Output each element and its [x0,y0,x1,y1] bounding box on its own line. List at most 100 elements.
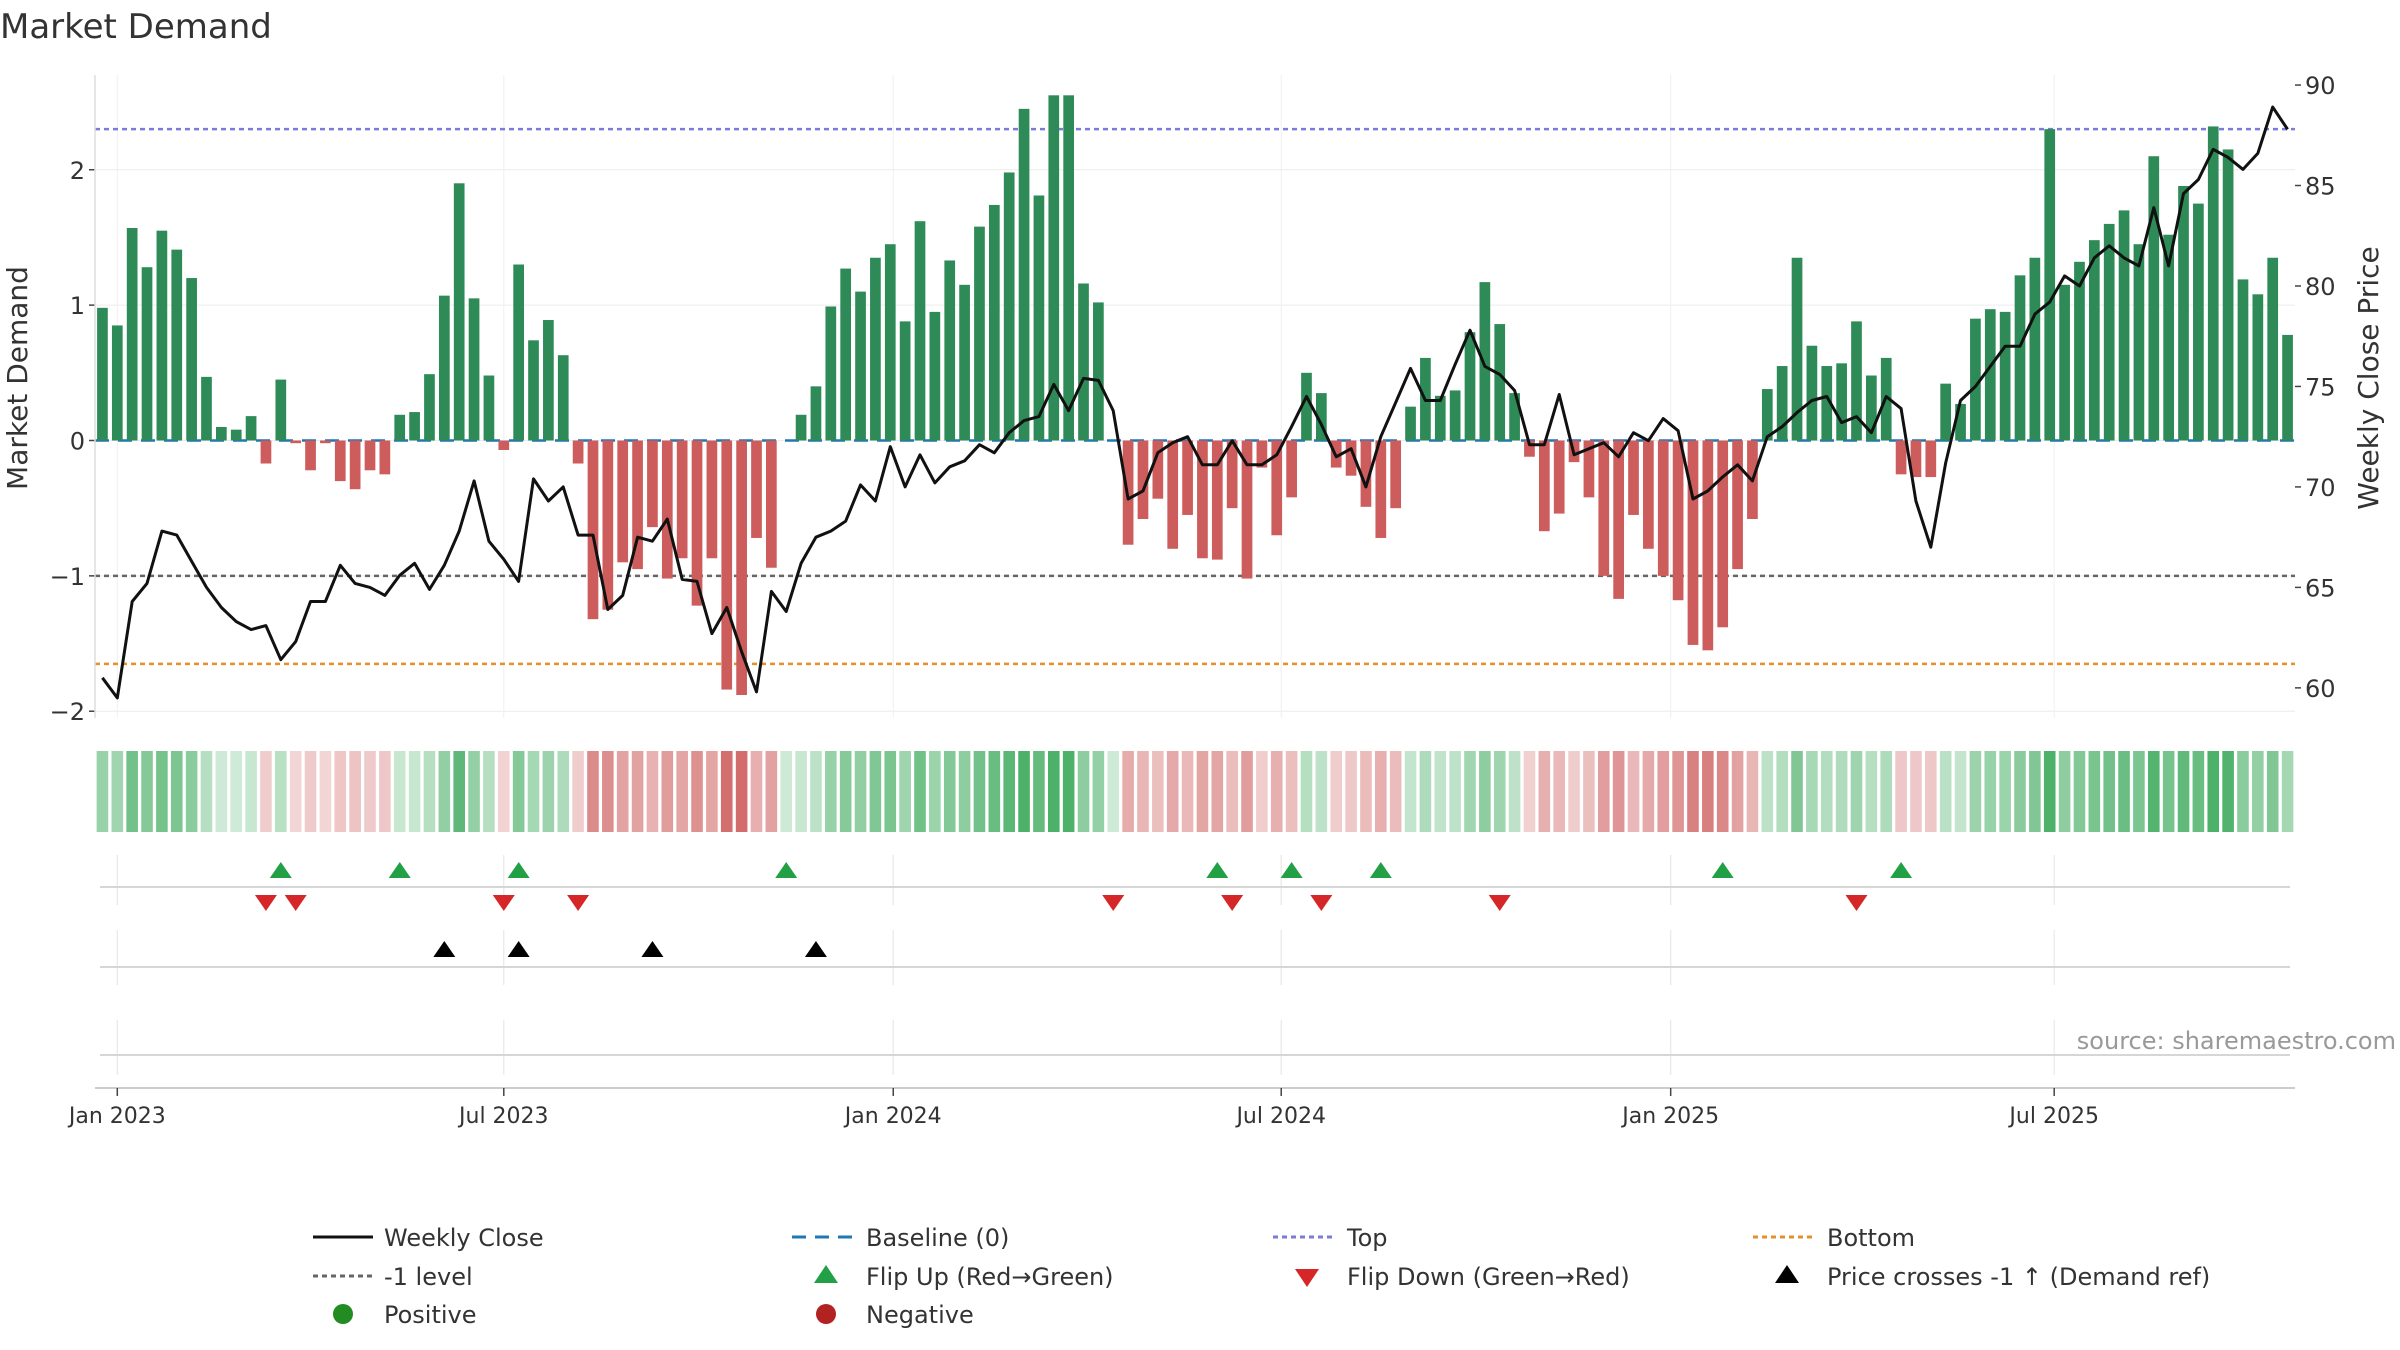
demand-bar-negative [364,440,376,471]
flip-up-marker [507,862,530,878]
strip-cell [616,751,629,832]
y-right-tick-label: 75 [2305,373,2336,401]
strip-cell [899,751,911,832]
demand-bar-negative [1672,440,1684,601]
strip-cell [958,751,971,832]
demand-bar-positive [1063,95,1074,441]
demand-bar-positive [1955,403,1966,441]
strip-cell [810,751,822,832]
demand-bar-negative [1553,440,1565,514]
y-right-tick-label: 85 [2305,173,2336,201]
demand-bar-negative [1524,440,1535,457]
strip-cell [230,751,243,832]
demand-bar-positive [825,306,837,441]
strip-cell [988,751,1001,832]
strip-cell [1493,751,1506,832]
demand-bar-negative [1702,440,1714,651]
strip-cell [1241,751,1253,832]
strip-cell [2252,751,2264,832]
strip-cell [2058,751,2071,832]
strip-cell [1835,751,1848,832]
flip-up-marker [1711,862,1734,878]
strip-cell [1196,751,1209,832]
demand-bar-positive [1821,366,1833,441]
x-tick-label: Jan 2024 [843,1104,942,1129]
demand-bar-negative [1717,440,1729,628]
demand-bar-positive [275,379,287,441]
demand-bar-positive [1464,332,1476,441]
strip-cell [2147,751,2160,832]
strip-cell [1820,751,1833,832]
strip-cell [2088,751,2101,832]
demand-bar-positive [1078,283,1089,441]
demand-bar-positive [2178,186,2189,441]
source-label: source: sharemaestro.com [2077,1027,2396,1055]
demand-bar-positive [2014,275,2026,441]
strip-cell [1122,751,1134,832]
strip-cell [156,751,168,832]
strip-cell [1404,751,1417,832]
y-left-tick-label: −1 [50,563,85,591]
y-left-tick-label: −2 [50,698,85,726]
demand-bar-negative [1345,440,1357,476]
demand-bar-positive [438,295,450,441]
strip-cell [111,751,124,832]
demand-bar-positive [2222,149,2234,441]
strip-cell [1389,751,1402,832]
flip-down-marker [1845,895,1868,911]
demand-bar-negative [1137,440,1149,520]
demand-bar-negative [661,440,673,579]
strip-cell [141,751,153,832]
strip-cell [661,751,674,832]
strip-cell [1939,751,1952,832]
strip-cell [1627,751,1640,832]
y-left-tick-label: 2 [70,157,85,185]
strip-cell [1568,751,1580,832]
demand-bar-negative [647,440,658,528]
demand-bar-positive [2282,334,2293,441]
strip-cell [1003,751,1015,832]
demand-bar-positive [929,311,941,441]
strip-cell [2177,751,2190,832]
demand-bar-positive [126,227,138,441]
demand-bar-negative [1598,440,1610,576]
demand-bar-negative [1241,440,1253,579]
legend-flip-up: Flip Up (Red→Green) [866,1263,1114,1291]
demand-bar-negative [320,440,331,444]
strip-cell [1166,751,1179,832]
x-tick-label: Jan 2023 [67,1104,166,1129]
demand-bar-positive [1509,393,1520,441]
demand-bar-positive [171,249,183,441]
strip-cell [275,751,287,832]
demand-bar-positive [1836,363,1847,441]
strip-cell [825,751,837,832]
strip-cell [512,751,525,832]
strip-cell [1270,751,1283,832]
flip-up-marker [1369,862,1392,878]
strip-cell [1285,751,1298,832]
demand-bar-positive [394,414,406,441]
legend-flip-up-icon [814,1265,838,1283]
strip-cell [379,751,391,832]
strip-cell [557,751,570,832]
flip-down-marker [254,895,277,911]
demand-bar-negative [1910,440,1922,478]
demand-bar-negative [602,440,614,610]
strip-cell [1806,751,1818,832]
demand-bar-positive [1434,395,1446,441]
strip-cell [408,751,421,832]
legend-flip-down-icon [1295,1269,1319,1287]
strip-cell [1315,751,1328,832]
strip-cell [438,751,451,832]
price-cross-marker [507,941,530,957]
demand-bar-positive [424,374,435,441]
strip-cell [1330,751,1343,832]
demand-bar-negative [572,440,584,464]
x-tick-label: Jul 2023 [457,1104,549,1129]
demand-bar-positive [959,284,970,441]
demand-bar-negative [676,440,688,559]
strip-cell [1776,751,1788,832]
strip-cell [185,751,198,832]
demand-bar-positive [2118,210,2130,441]
demand-bar-negative [1182,440,1193,515]
